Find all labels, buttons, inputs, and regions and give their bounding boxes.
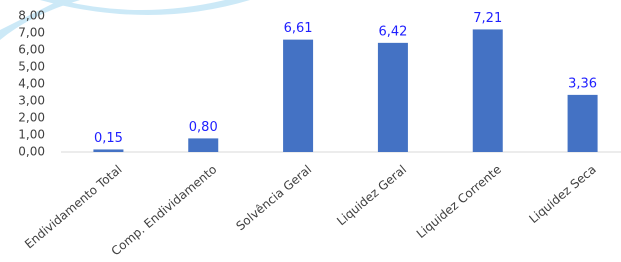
value-label: 6,61	[284, 21, 313, 36]
x-tick-label: Liquidez Geral	[334, 162, 409, 228]
x-tick-label: Comp. Endividamento	[109, 162, 220, 258]
bar	[283, 40, 313, 152]
bar	[473, 29, 503, 152]
chart: 0,00 1,00 2,00 3,00 4,00 5,00 6,00 7,00 8,00 0,15…	[0, 0, 621, 262]
x-tick-label: Liquidez Corrente	[414, 162, 504, 241]
value-label: 0,80	[189, 120, 218, 135]
value-label: 6,42	[378, 24, 407, 39]
bar	[568, 95, 598, 152]
value-label: 7,21	[473, 11, 502, 26]
value-label: 0,15	[94, 131, 123, 146]
y-tick-label: 8,00	[18, 9, 45, 23]
y-tick-label: 5,00	[18, 60, 45, 74]
x-tick-label: Liquidez Seca	[526, 162, 598, 226]
x-tick-label: Endividamento Total	[22, 162, 125, 251]
bar	[188, 138, 218, 152]
y-tick-label: 1,00	[18, 128, 45, 142]
bar	[378, 43, 408, 152]
y-tick-label: 2,00	[18, 111, 45, 125]
x-tick-label: Solvência Geral	[233, 162, 314, 233]
y-tick-label: 3,00	[18, 94, 45, 108]
y-tick-label: 6,00	[18, 43, 45, 57]
y-tick-label: 4,00	[18, 77, 45, 91]
y-tick-label: 7,00	[18, 26, 45, 40]
value-label: 3,36	[568, 76, 597, 91]
bar	[93, 149, 123, 152]
y-tick-label: 0,00	[18, 145, 45, 159]
